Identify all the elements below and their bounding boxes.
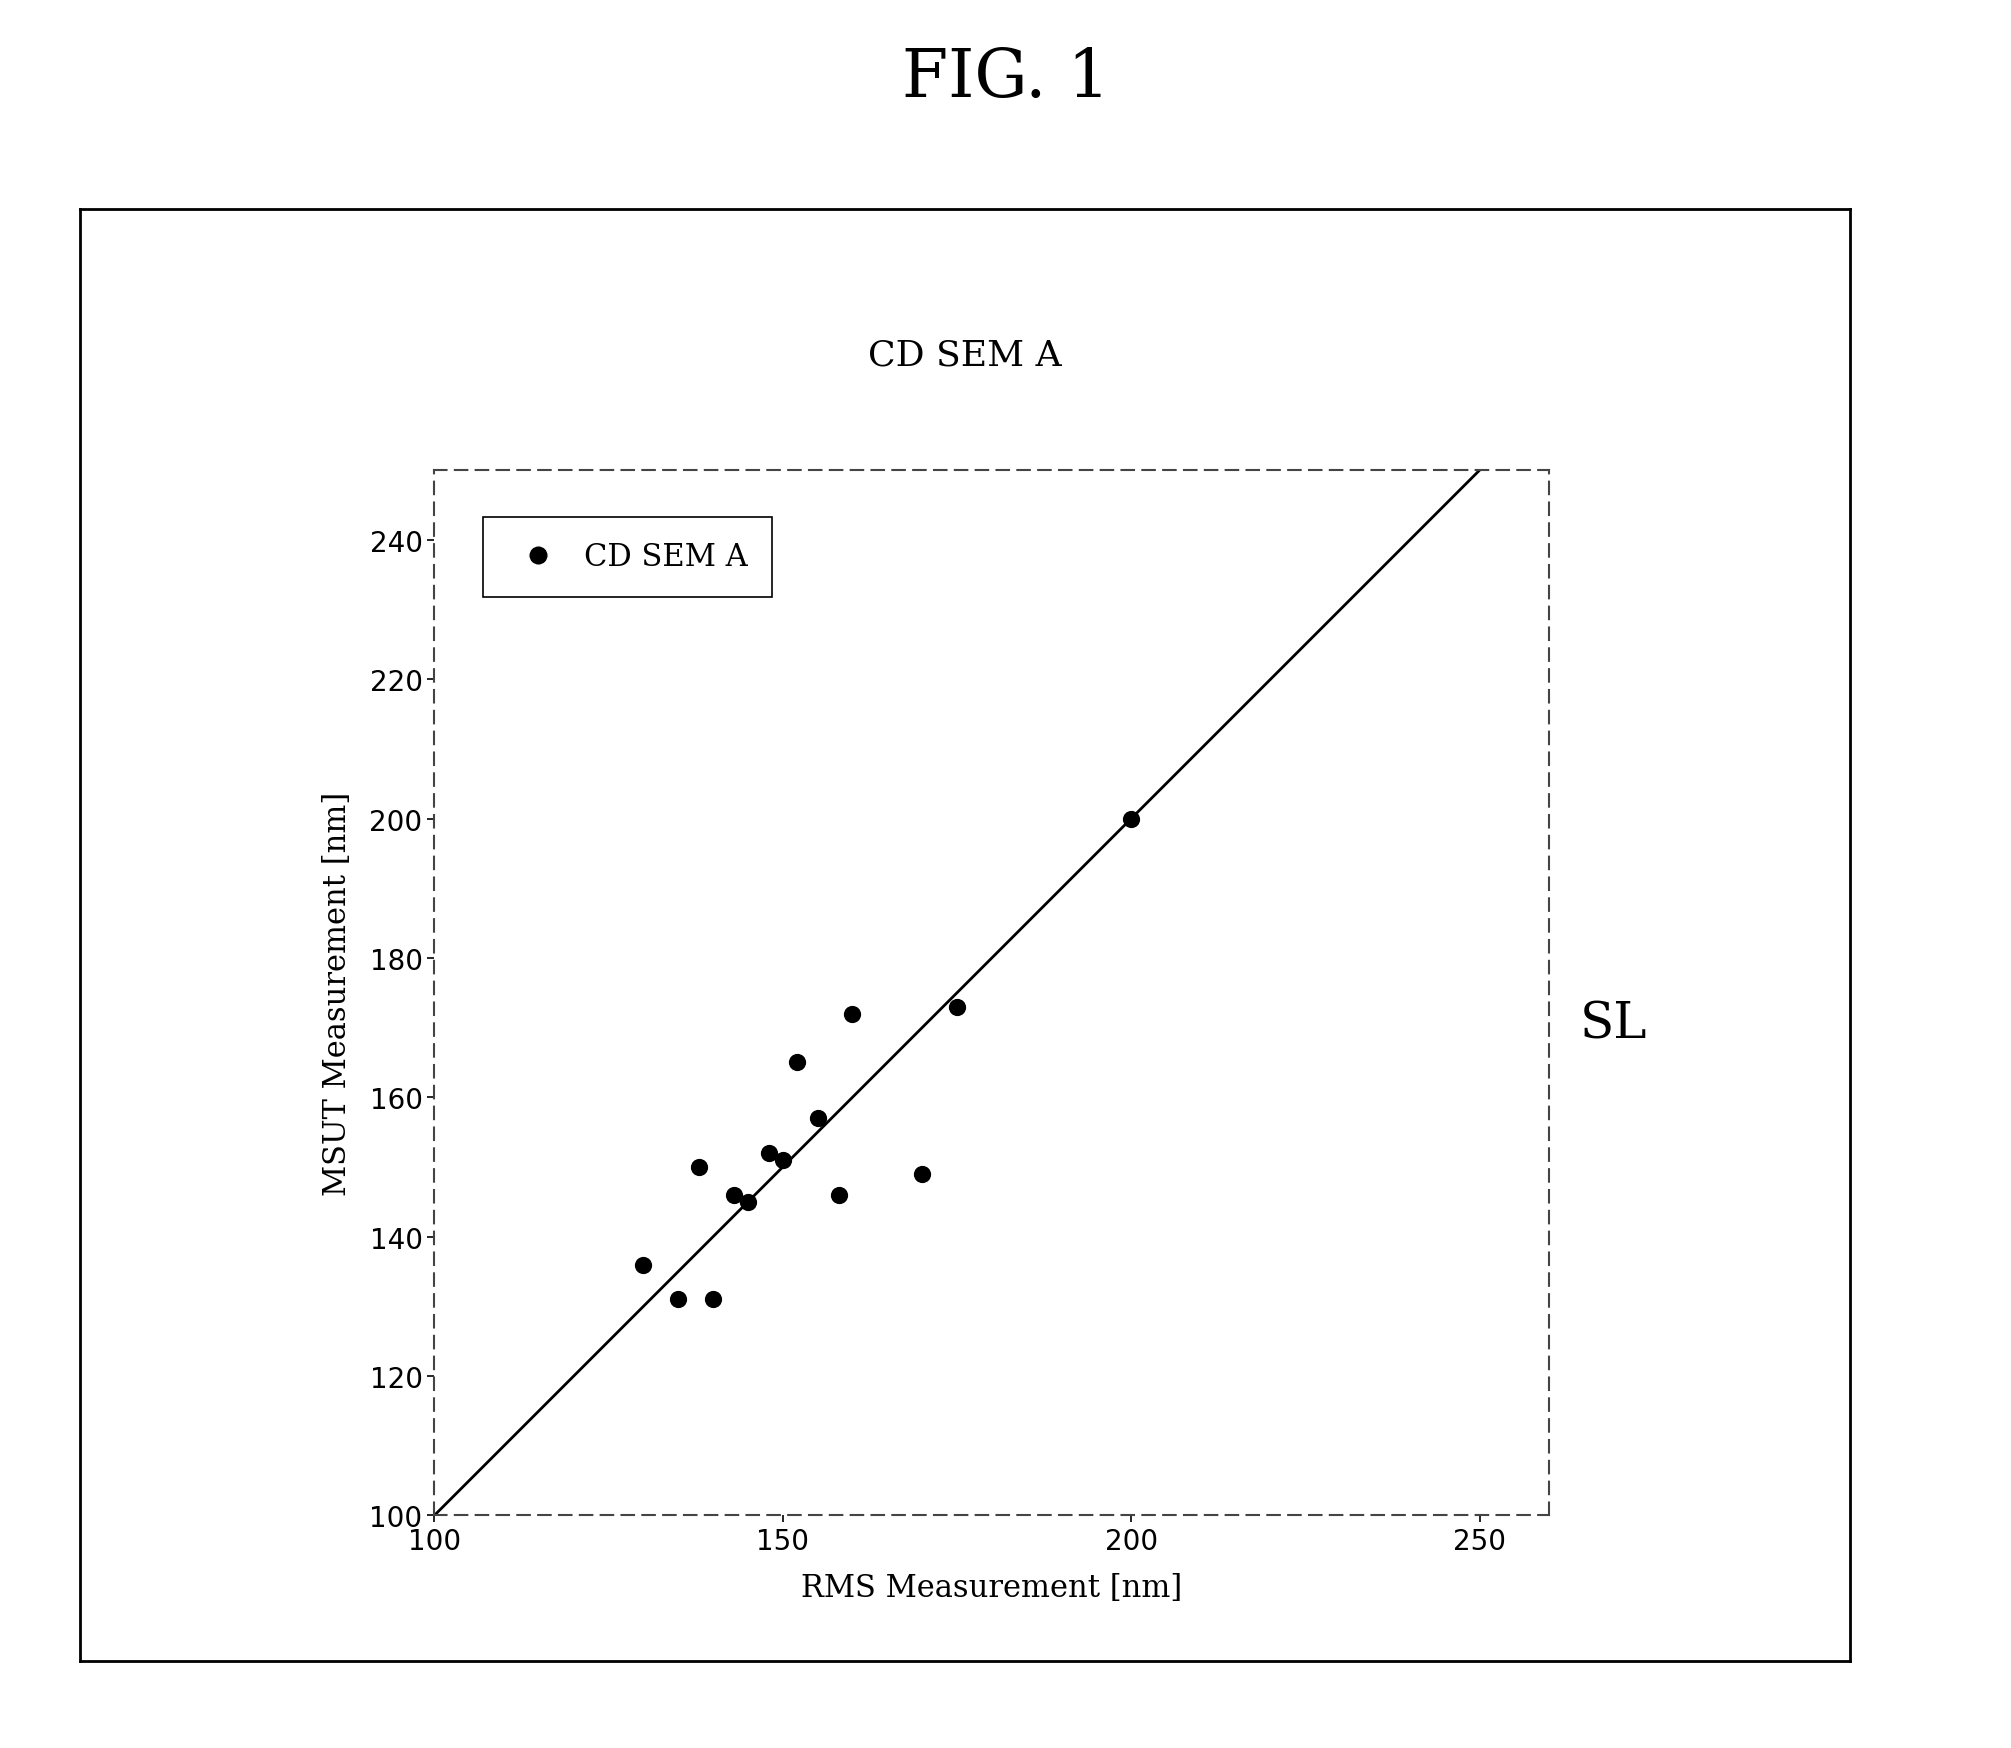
Text: SL: SL bbox=[1579, 1000, 1647, 1049]
Text: CD SEM A: CD SEM A bbox=[869, 337, 1062, 372]
Point bbox=[822, 1182, 855, 1210]
Point bbox=[684, 1154, 716, 1182]
Text: FIG. 1: FIG. 1 bbox=[901, 45, 1110, 112]
X-axis label: RMS Measurement [nm]: RMS Measurement [nm] bbox=[800, 1571, 1182, 1603]
Point bbox=[837, 1000, 869, 1028]
Point bbox=[718, 1182, 750, 1210]
Point bbox=[941, 993, 973, 1021]
Point bbox=[766, 1147, 798, 1175]
Point bbox=[1116, 806, 1148, 834]
Y-axis label: MSUT Measurement [nm]: MSUT Measurement [nm] bbox=[322, 792, 352, 1196]
Legend: CD SEM A: CD SEM A bbox=[483, 517, 772, 598]
Point bbox=[732, 1189, 764, 1217]
Point bbox=[802, 1105, 835, 1133]
Point bbox=[698, 1285, 730, 1313]
Point bbox=[662, 1285, 694, 1313]
Point bbox=[907, 1161, 939, 1189]
Point bbox=[780, 1049, 812, 1077]
Point bbox=[752, 1140, 784, 1168]
Point bbox=[627, 1252, 660, 1280]
